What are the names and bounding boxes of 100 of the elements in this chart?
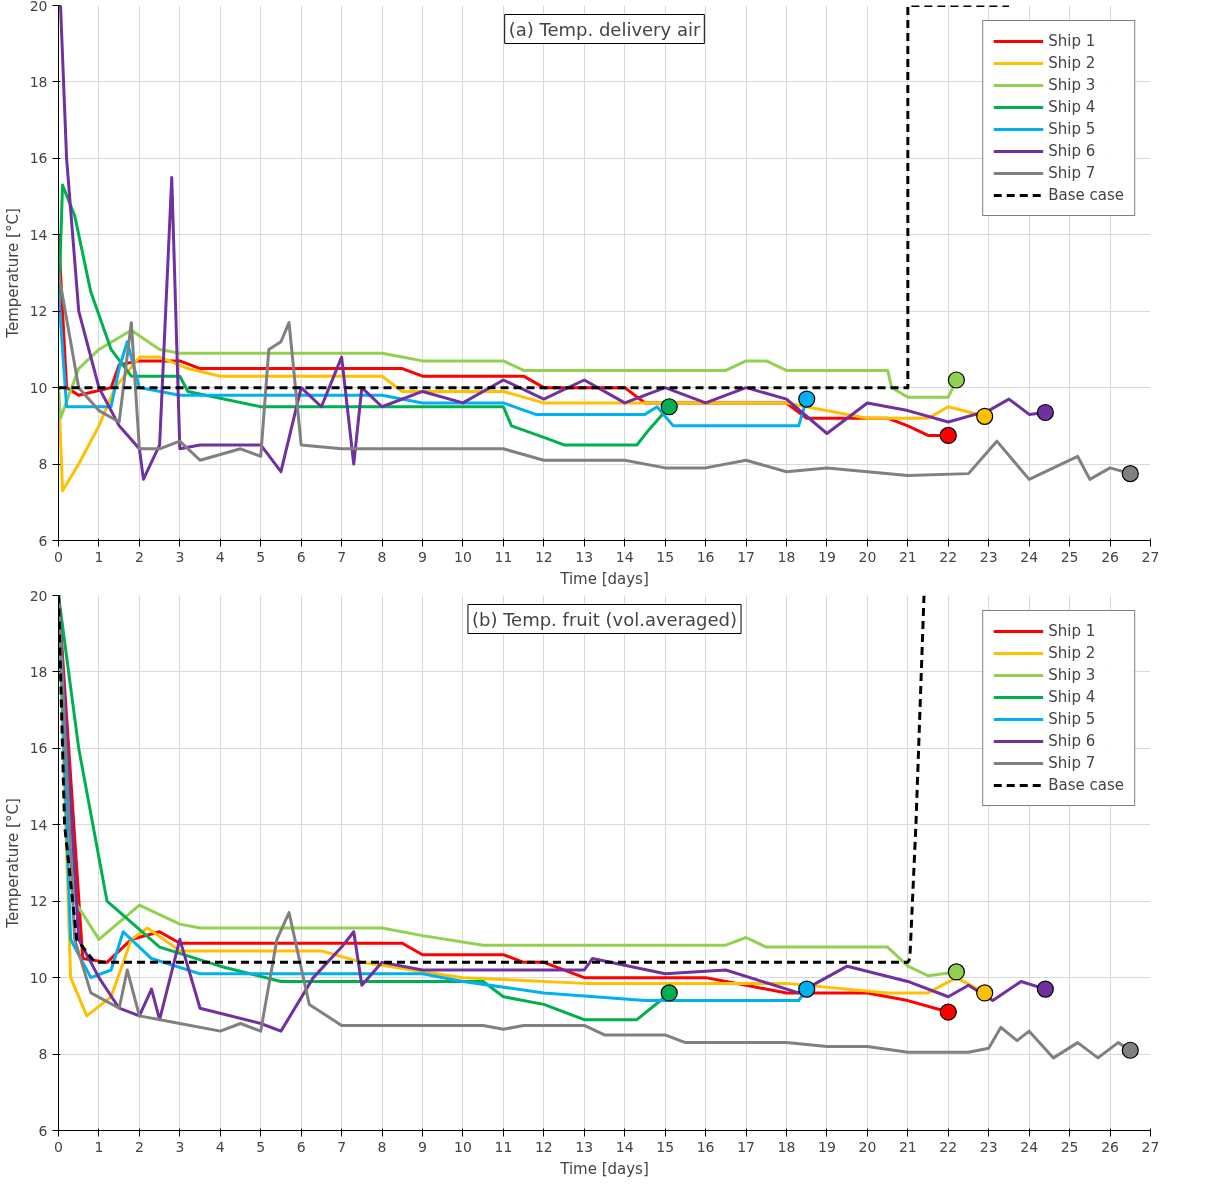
- x-tick-label: 5: [256, 1138, 266, 1155]
- x-tick-label: 10: [454, 548, 472, 565]
- point: [939, 1003, 957, 1021]
- x-tick-label: 11: [494, 548, 513, 565]
- x-tick-label: 3: [175, 1138, 185, 1155]
- x-tick-label: 4: [215, 1138, 225, 1155]
- x-tick-label: 7: [337, 548, 347, 565]
- legend-label: Ship 7: [1048, 164, 1096, 182]
- x-axis-title: Time [days]: [559, 1159, 649, 1178]
- point: [947, 963, 965, 981]
- point: [798, 390, 816, 408]
- y-tick-label: 8: [38, 1046, 48, 1063]
- y-axis-title: Temperature [°C]: [3, 798, 22, 929]
- x-tick-label: 22: [939, 548, 958, 565]
- y-tick-label: 10: [29, 969, 48, 986]
- x-tick-label: 15: [656, 1138, 675, 1155]
- x-tick-label: 13: [575, 1138, 594, 1155]
- y-tick-label: 10: [29, 379, 48, 396]
- legend-label: Ship 1: [1048, 622, 1096, 640]
- point: [976, 984, 994, 1002]
- x-tick-label: 5: [256, 548, 266, 565]
- x-tick-label: 4: [215, 548, 225, 565]
- x-tick-label: 26: [1101, 548, 1120, 565]
- y-tick-label: 12: [29, 893, 48, 910]
- point: [947, 371, 965, 389]
- y-tick-label: 6: [38, 532, 48, 549]
- x-tick-label: 7: [337, 1138, 347, 1155]
- x-tick-label: 9: [418, 548, 427, 565]
- y-tick-label: 8: [38, 456, 48, 473]
- legend-label: Ship 3: [1048, 76, 1096, 94]
- x-tick-label: 26: [1101, 1138, 1120, 1155]
- legend-label: Ship 2: [1048, 644, 1096, 662]
- x-tick-label: 1: [94, 1138, 104, 1155]
- y-tick-label: 18: [29, 663, 48, 680]
- legend-label: Ship 2: [1048, 54, 1096, 72]
- x-tick-label: 8: [377, 1138, 387, 1155]
- x-tick-label: 27: [1141, 548, 1160, 565]
- x-tick-label: 20: [858, 1138, 877, 1155]
- legend-label: Ship 5: [1048, 710, 1096, 728]
- x-tick-label: 19: [818, 548, 836, 565]
- point: [660, 398, 678, 416]
- x-tick-label: 18: [777, 548, 796, 565]
- x-tick-label: 27: [1141, 1138, 1160, 1155]
- y-tick-label: 20: [29, 587, 48, 604]
- x-tick-label: 19: [818, 1138, 836, 1155]
- x-tick-label: 15: [656, 548, 675, 565]
- x-tick-label: 2: [134, 1138, 144, 1155]
- x-tick-label: 22: [939, 1138, 958, 1155]
- text: (a) Temp. delivery air: [508, 18, 701, 40]
- y-tick-label: 6: [38, 1122, 48, 1139]
- legend-label: Ship 1: [1048, 32, 1096, 50]
- x-tick-label: 13: [575, 548, 594, 565]
- x-tick-label: 21: [898, 1138, 917, 1155]
- x-tick-label: 16: [696, 1138, 715, 1155]
- point: [976, 407, 994, 425]
- x-tick-label: 1: [94, 548, 104, 565]
- x-axis-title: Time [days]: [559, 569, 649, 588]
- x-tick-label: 21: [898, 548, 917, 565]
- x-tick-label: 0: [54, 1138, 63, 1155]
- point: [798, 980, 816, 998]
- point: [1036, 980, 1054, 998]
- y-tick-label: 16: [29, 150, 48, 167]
- legend-label: Ship 5: [1048, 120, 1096, 138]
- x-tick-label: 2: [134, 548, 144, 565]
- x-tick-label: 10: [454, 1138, 472, 1155]
- y-axis-title: Temperature [°C]: [3, 208, 22, 339]
- point: [1121, 1041, 1139, 1059]
- x-tick-label: 12: [534, 1138, 553, 1155]
- x-tick-label: 25: [1060, 548, 1079, 565]
- x-tick-label: 20: [858, 548, 877, 565]
- point: [1121, 465, 1139, 483]
- y-tick-label: 14: [29, 816, 48, 833]
- x-tick-label: 6: [296, 1138, 306, 1155]
- legend-label: Ship 7: [1048, 754, 1096, 772]
- x-tick-label: 0: [54, 548, 63, 565]
- point: [939, 426, 957, 444]
- x-tick-label: 11: [494, 1138, 513, 1155]
- x-tick-label: 17: [737, 548, 755, 565]
- x-tick-label: 23: [979, 1138, 998, 1155]
- x-tick-label: 9: [418, 1138, 427, 1155]
- x-tick-label: 8: [377, 548, 387, 565]
- y-tick-label: 16: [29, 740, 48, 757]
- x-tick-label: 23: [979, 548, 998, 565]
- x-tick-label: 25: [1060, 1138, 1079, 1155]
- legend-label: Base case: [1048, 776, 1124, 794]
- x-tick-label: 24: [1020, 548, 1039, 565]
- legend-label: Ship 4: [1048, 688, 1096, 706]
- x-tick-label: 14: [615, 1138, 634, 1155]
- y-tick-label: 14: [29, 226, 48, 243]
- x-tick-label: 17: [737, 1138, 755, 1155]
- x-tick-label: 12: [534, 548, 553, 565]
- y-tick-label: 12: [29, 303, 48, 320]
- x-tick-label: 14: [615, 548, 634, 565]
- point: [1036, 403, 1054, 422]
- x-tick-label: 3: [175, 548, 185, 565]
- legend-label: Ship 3: [1048, 666, 1096, 684]
- legend-label: Ship 4: [1048, 98, 1096, 116]
- legend-label: Ship 6: [1048, 142, 1096, 160]
- text: (b) Temp. fruit (vol.averaged): [471, 608, 738, 630]
- x-tick-label: 18: [777, 1138, 796, 1155]
